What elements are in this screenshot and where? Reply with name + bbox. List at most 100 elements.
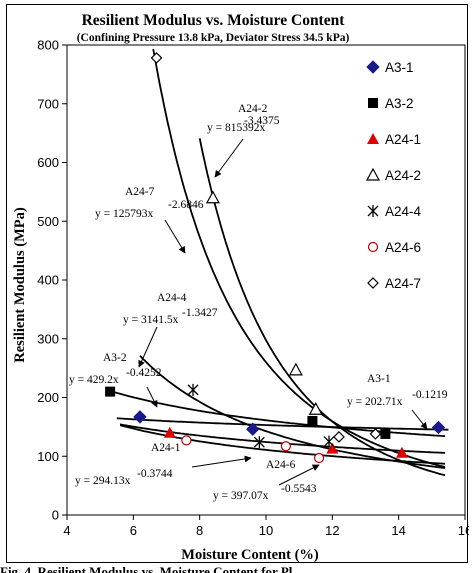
annotation-a24-4: A24-4 y = 3141.5x-1.3427 bbox=[123, 292, 218, 368]
figure-caption: Fig. 4. Resilient Modulus vs. Moisture C… bbox=[0, 564, 293, 573]
annotation-a24-2: A24-2 y = 815392x-3.4375 bbox=[207, 103, 280, 178]
annotation-a24-7: A24-7 y = 125793x -2.6846 bbox=[95, 186, 204, 254]
legend-item-a3-1: A3-1 bbox=[366, 60, 414, 75]
legend-item-a24-7: A24-7 bbox=[367, 276, 421, 291]
annotation-exponent: -1.3427 bbox=[182, 307, 218, 319]
point-a3-2 bbox=[307, 416, 318, 426]
point-a3-1 bbox=[246, 422, 260, 436]
x-tick-label: 4 bbox=[63, 523, 70, 538]
x-tick-label: 12 bbox=[325, 523, 339, 538]
point-a3-2 bbox=[105, 386, 116, 397]
point-a3-2 bbox=[380, 428, 391, 439]
point-a24-6 bbox=[181, 435, 192, 446]
annotation-exponent: -0.3744 bbox=[137, 468, 173, 480]
annotation-arrow bbox=[146, 386, 158, 408]
y-tick-label: 600 bbox=[37, 155, 59, 170]
annotation-name: A3-2 bbox=[103, 352, 127, 364]
annotation-name: A24-1 bbox=[151, 442, 181, 454]
trendline-a3-1 bbox=[116, 417, 449, 431]
legend-item-a24-2: A24-2 bbox=[365, 167, 421, 183]
point-a24-4 bbox=[187, 383, 199, 396]
legend-marker bbox=[368, 98, 378, 108]
point-a24-1 bbox=[395, 446, 408, 458]
legend-item-a24-1: A24-1 bbox=[367, 132, 421, 147]
annotation-name: A24-7 bbox=[125, 186, 155, 198]
x-tick-label: 8 bbox=[196, 523, 203, 538]
y-tick-label: 400 bbox=[37, 273, 59, 288]
point-a24-7 bbox=[333, 431, 345, 443]
point-a24-1 bbox=[326, 442, 339, 454]
annotation-exponent: -0.5543 bbox=[281, 483, 317, 495]
point-a24-7 bbox=[369, 428, 382, 440]
annotation-exponent: -0.4252 bbox=[126, 367, 162, 379]
point-a24-1 bbox=[163, 426, 176, 438]
trendline-a24-7 bbox=[152, 48, 446, 468]
annotation-arrow bbox=[278, 464, 320, 486]
annotation-arrow bbox=[191, 455, 252, 468]
point-a24-7 bbox=[150, 52, 163, 64]
annotation-arrow bbox=[138, 326, 158, 368]
legend-label: A24-2 bbox=[385, 168, 421, 183]
annotation-arrow bbox=[214, 138, 244, 178]
annotation-equation: y = 125793x bbox=[95, 208, 153, 220]
data-markers bbox=[105, 52, 446, 464]
point-a24-6 bbox=[313, 452, 325, 464]
y-tick-label: 500 bbox=[37, 214, 59, 229]
y-tick-label: 200 bbox=[37, 390, 59, 405]
annotation-name: A24-2 bbox=[238, 103, 268, 115]
chart-frame: Resilient Modulus vs. Moisture Content (… bbox=[6, 4, 469, 563]
chart-svg: Resilient Modulus vs. Moisture Content (… bbox=[12, 12, 469, 563]
annotation-equation: y = 397.07x bbox=[213, 490, 269, 502]
legend-label: A24-6 bbox=[385, 240, 421, 255]
plot-area bbox=[66, 44, 466, 516]
x-tick-label: 6 bbox=[130, 523, 137, 538]
x-tick-label: 16 bbox=[458, 523, 469, 538]
chart-subtitle: (Confining Pressure 13.8 kPa, Deviator S… bbox=[77, 32, 350, 44]
legend-label: A24-4 bbox=[385, 204, 422, 219]
annotation-exponent: -2.6846 bbox=[168, 199, 204, 211]
annotation-name: A24-6 bbox=[266, 459, 296, 471]
legend-marker bbox=[365, 167, 381, 181]
legend-label: A3-2 bbox=[385, 96, 414, 111]
y-tick-label: 800 bbox=[37, 38, 59, 53]
annotation-equation: y = 815392x bbox=[207, 122, 265, 134]
annotation-equation: y = 3141.5x bbox=[123, 314, 179, 326]
y-tick-label: 0 bbox=[52, 508, 59, 523]
legend-label: A24-7 bbox=[385, 276, 421, 291]
annotation-exponent: -3.4375 bbox=[244, 115, 280, 127]
legend-label: A24-1 bbox=[385, 132, 421, 147]
y-tick-label: 300 bbox=[37, 331, 59, 346]
annotation-exponent: -0.1219 bbox=[412, 389, 448, 401]
annotation-equation: y = 429.2x bbox=[69, 374, 119, 386]
legend-label: A3-1 bbox=[385, 60, 414, 75]
legend-item-a24-6: A24-6 bbox=[367, 240, 421, 255]
legend-marker bbox=[367, 205, 379, 217]
point-a3-1 bbox=[431, 420, 446, 435]
annotation-name: A24-4 bbox=[157, 292, 187, 304]
annotation-arrow bbox=[164, 219, 186, 254]
chart-title: Resilient Modulus vs. Moisture Content bbox=[82, 12, 346, 29]
x-tick-label: 14 bbox=[391, 523, 405, 538]
annotation-a24-1: A24-1 y = 294.13x -0.3744 bbox=[75, 442, 252, 487]
y-tick-label: 700 bbox=[37, 96, 59, 111]
legend-marker bbox=[367, 277, 379, 289]
y-axis-title: Resilient Modulus (MPa) bbox=[12, 207, 28, 363]
point-a24-2 bbox=[308, 401, 323, 415]
annotation-arrow bbox=[411, 409, 428, 430]
legend-marker bbox=[366, 60, 380, 74]
legend-marker bbox=[367, 133, 379, 144]
annotation-a3-2: A3-2 y = 429.2x -0.4252 bbox=[69, 352, 162, 408]
x-tick-label: 10 bbox=[259, 523, 273, 538]
annotation-a3-1: A3-1 y = 202.71x -0.1219 bbox=[347, 373, 448, 430]
legend-item-a3-2: A3-2 bbox=[368, 96, 414, 111]
legend-item-a24-4: A24-4 bbox=[367, 204, 422, 219]
point-a3-1 bbox=[133, 410, 147, 424]
annotation-a24-6: A24-6 y = 397.07x -0.5543 bbox=[213, 459, 320, 502]
point-a24-2 bbox=[205, 190, 220, 204]
legend-marker bbox=[367, 241, 379, 253]
point-a24-2 bbox=[288, 362, 303, 376]
point-a24-6 bbox=[280, 441, 291, 452]
annotation-equation: y = 202.71x bbox=[347, 396, 403, 408]
point-a24-4 bbox=[253, 436, 265, 449]
point-a24-4 bbox=[323, 435, 335, 448]
